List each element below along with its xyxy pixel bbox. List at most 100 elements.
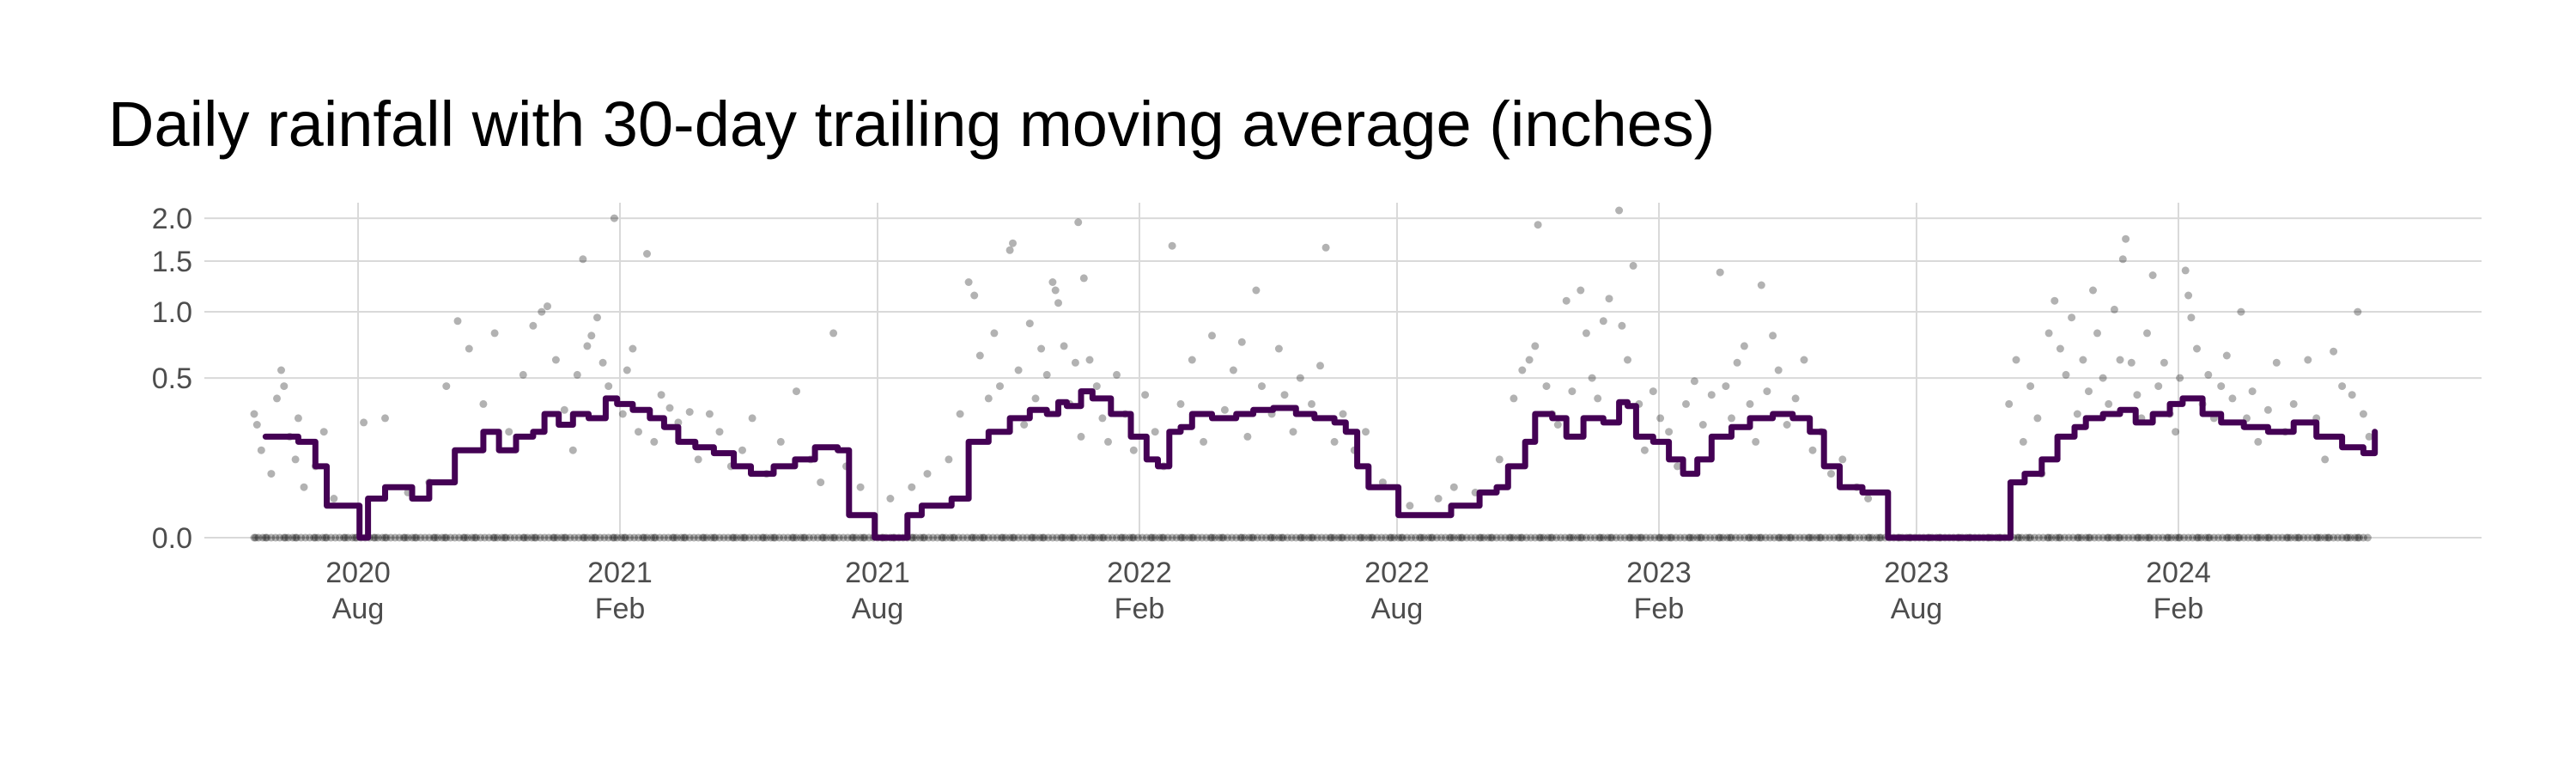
rain-point-zero xyxy=(852,533,860,542)
rain-point-zero xyxy=(1656,533,1665,542)
rain-point-zero xyxy=(1467,533,1475,542)
rain-point xyxy=(2193,344,2201,353)
rain-point-zero xyxy=(2103,533,2111,542)
rain-point-zero xyxy=(908,533,917,542)
rain-point xyxy=(1151,428,1159,436)
rain-point xyxy=(2321,455,2330,464)
rain-point-zero xyxy=(562,533,570,542)
rain-point-zero xyxy=(2081,533,2090,542)
rain-point-zero xyxy=(685,533,694,542)
rain-point-zero xyxy=(1347,533,1356,542)
rain-point-zero xyxy=(1800,533,1808,542)
rain-point-zero xyxy=(775,533,784,542)
rain-point xyxy=(2143,329,2151,338)
rain-point-zero xyxy=(1477,533,1485,542)
rain-point-zero xyxy=(1297,533,1306,542)
rain-point-zero xyxy=(410,533,419,542)
rain-point-zero xyxy=(2114,533,2123,542)
rain-point xyxy=(381,414,389,423)
rain-point-zero xyxy=(1087,533,1096,542)
rain-point xyxy=(1258,382,1266,391)
rain-point-zero xyxy=(1014,533,1023,542)
rain-point-zero xyxy=(1689,533,1698,542)
rain-point-zero xyxy=(1254,533,1261,542)
rain-point-zero xyxy=(912,533,920,542)
rain-point xyxy=(2330,347,2338,356)
rain-point-zero xyxy=(1510,533,1518,542)
rain-point xyxy=(1176,399,1185,408)
rain-point-zero xyxy=(2154,533,2163,542)
rain-point-zero xyxy=(2022,533,2031,542)
rain-point xyxy=(560,405,568,414)
rain-point-zero xyxy=(677,533,685,542)
rain-point xyxy=(1808,446,1817,454)
rain-point-zero xyxy=(1756,533,1765,542)
rain-point-zero xyxy=(813,533,822,542)
rain-point-zero xyxy=(1710,533,1719,542)
rain-point-zero xyxy=(311,533,319,542)
rain-point-zero xyxy=(1296,533,1304,542)
rain-point xyxy=(2050,296,2059,305)
x-tick-year: 2022 xyxy=(1107,557,1172,589)
rain-point xyxy=(1104,437,1112,446)
rain-point-zero xyxy=(1337,533,1346,542)
rain-point xyxy=(1618,321,1626,330)
rain-point-zero xyxy=(532,533,540,542)
moving-average-layer xyxy=(262,388,2379,541)
rain-point xyxy=(1243,432,1252,441)
rain-point xyxy=(568,446,577,454)
rain-point-zero xyxy=(650,533,659,542)
rain-point-zero xyxy=(2325,533,2334,542)
rain-point xyxy=(1722,382,1730,391)
rain-point-zero xyxy=(1577,533,1585,542)
rain-point-zero xyxy=(2308,533,2317,542)
moving-average-line xyxy=(262,388,2379,541)
rain-point-zero xyxy=(2105,533,2113,542)
rain-point xyxy=(829,329,838,338)
rain-point-zero xyxy=(1544,533,1552,542)
rain-point-zero xyxy=(1599,533,1607,542)
rain-point-zero xyxy=(1040,533,1048,542)
rain-point-zero xyxy=(709,533,718,542)
rain-point xyxy=(2079,356,2087,364)
x-tick-year: 2023 xyxy=(1884,557,1949,589)
rain-point-zero xyxy=(1198,533,1206,542)
rain-point-zero xyxy=(1369,533,1377,542)
rain-point xyxy=(250,410,258,418)
rain-point-zero xyxy=(659,533,668,542)
rain-point xyxy=(629,344,637,353)
rain-point-zero xyxy=(988,533,997,542)
rain-point-zero xyxy=(447,533,455,542)
rain-point-zero xyxy=(830,533,839,542)
rain-point xyxy=(1079,274,1088,283)
rain-point-zero xyxy=(2274,533,2282,542)
rain-point-zero xyxy=(1038,533,1047,542)
rain-point xyxy=(1237,338,1246,346)
rain-point-zero xyxy=(1189,533,1198,542)
rain-point-zero xyxy=(2172,533,2180,542)
rain-point-zero xyxy=(822,533,830,542)
rain-point-zero xyxy=(1650,533,1659,542)
y-tick-label: 1.5 xyxy=(152,246,192,278)
axis-labels: 0.0 0.5 1.0 1.5 2.0 2020 Aug 2021 Feb 2021 Aug 2022… xyxy=(152,203,2211,625)
rain-point-zero xyxy=(327,533,335,542)
rain-point-zero xyxy=(2278,533,2287,542)
rain-point-zero xyxy=(1330,533,1339,542)
rain-point xyxy=(538,307,546,316)
rain-point-zero xyxy=(550,533,559,542)
rain-point-zero xyxy=(2137,533,2146,542)
x-tick-year: 2023 xyxy=(1626,557,1692,589)
rain-point xyxy=(2026,382,2035,391)
rain-point-zero xyxy=(771,533,780,542)
rain-point-zero xyxy=(531,533,538,542)
rain-point-zero xyxy=(1427,533,1436,542)
x-tick-month: Feb xyxy=(1634,593,1685,625)
rain-point xyxy=(2062,370,2070,379)
rain-point-zero xyxy=(1358,533,1365,542)
rain-point-zero xyxy=(1821,533,1830,542)
rain-point xyxy=(657,391,665,399)
rain-point-zero xyxy=(610,533,618,542)
rain-point-zero xyxy=(2107,533,2116,542)
rain-point xyxy=(1220,405,1229,414)
